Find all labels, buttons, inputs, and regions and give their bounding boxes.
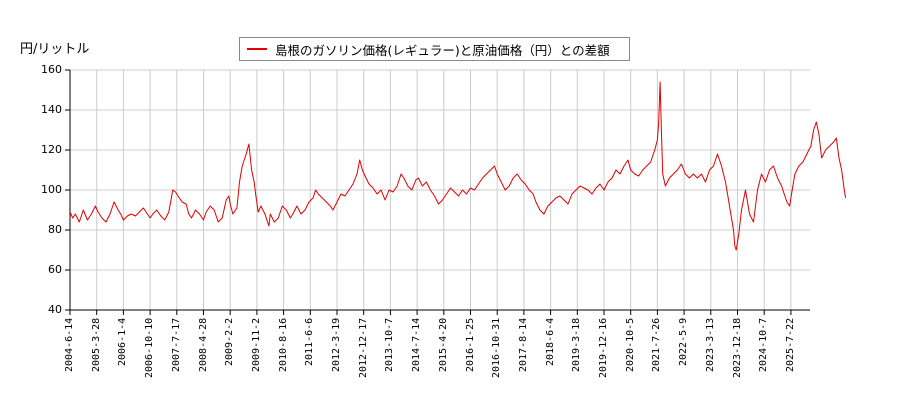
y-tick-label: 140 — [41, 103, 62, 116]
x-tick-label: 2023-3-13 — [704, 317, 716, 372]
y-tick-label: 160 — [41, 63, 62, 76]
x-tick-label: 2009-11-2 — [250, 317, 262, 372]
x-tick-label: 2016-1-25 — [464, 317, 476, 372]
x-tick-label: 2006-10-10 — [144, 317, 156, 378]
x-tick-label: 2009-2-2 — [224, 317, 236, 366]
x-tick-label: 2017-8-14 — [517, 317, 529, 372]
axes — [65, 69, 810, 315]
x-tick-label: 2023-12-18 — [731, 317, 743, 378]
x-tick-label: 2011-6-6 — [304, 317, 316, 366]
x-tick-label: 2004-6-14 — [64, 317, 75, 372]
x-tick-label: 2016-10-31 — [491, 317, 503, 378]
x-tick-label: 2006-1-4 — [117, 317, 129, 366]
x-tick-label: 2024-10-7 — [758, 317, 770, 372]
y-tick-label: 40 — [48, 303, 62, 316]
y-tick-label: 100 — [41, 183, 62, 196]
x-tick-label: 2014-7-14 — [411, 317, 423, 372]
x-tick-label: 2021-7-26 — [651, 317, 663, 372]
x-tick-label: 2019-12-16 — [598, 317, 609, 378]
x-tick-label: 2013-10-7 — [384, 317, 396, 372]
x-tick-label: 2012-3-19 — [331, 317, 342, 372]
x-tick-label: 2008-4-28 — [197, 317, 209, 372]
x-tick-label: 2012-12-17 — [357, 317, 369, 378]
x-tick-label: 2018-6-4 — [544, 317, 556, 366]
x-tick-label: 2007-7-17 — [170, 317, 182, 372]
legend-label: 島根のガソリン価格(レギュラー)と原油価格（円）との差額 — [275, 42, 610, 58]
x-tick-label: 2019-3-18 — [571, 317, 583, 372]
x-tick-label: 2022-5-9 — [678, 317, 690, 366]
legend-swatch-red-line — [247, 48, 267, 50]
x-tick-label: 2025-7-22 — [784, 317, 796, 372]
x-tick-label: 2020-10-5 — [624, 317, 636, 372]
legend: 島根のガソリン価格(レギュラー)と原油価格（円）との差額 — [239, 37, 630, 61]
x-tick-label: 2015-4-20 — [437, 317, 449, 372]
data-series-line — [69, 81, 847, 251]
y-tick-label: 60 — [48, 263, 62, 276]
y-axis-unit-label: 円/リットル — [20, 42, 90, 57]
y-tick-label: 80 — [48, 223, 62, 236]
y-tick-label: 120 — [41, 143, 62, 156]
x-tick-label: 2010-8-16 — [277, 317, 289, 372]
grid-lines — [69, 69, 810, 311]
x-tick-label: 2005-3-28 — [90, 317, 102, 372]
